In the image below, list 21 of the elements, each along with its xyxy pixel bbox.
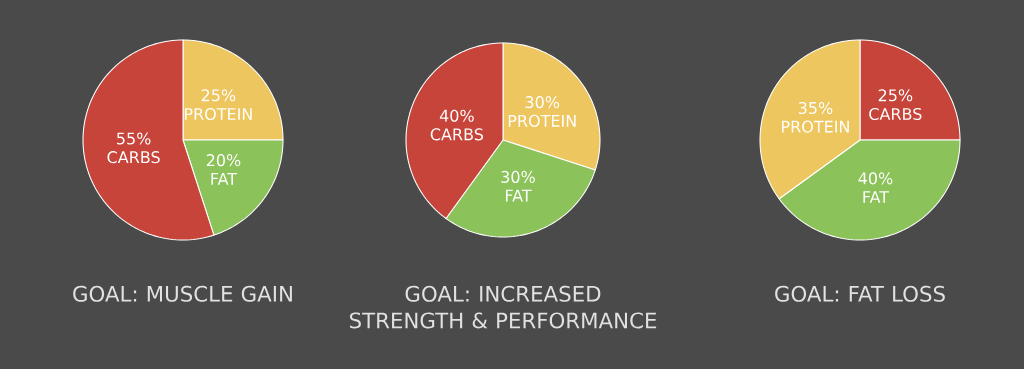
text: GOAL: INCREASED STRENGTH & PERFORMANCE [349,285,657,329]
slice-label: FAT [211,172,238,185]
data-label: 55% [117,132,151,145]
data-label: 25% [201,89,236,102]
slice-label: PROTEIN [782,120,849,133]
slice-label: PROTEIN [184,107,252,121]
text: GOAL: MUSCLE GAIN [73,285,292,302]
data-label: 35% [798,101,833,115]
slice-label: CARBS [107,151,160,164]
slice-label: CARBS [869,107,922,121]
slice-label: PROTEIN [508,114,576,127]
data-label: 40% [858,172,893,185]
data-label: 30% [501,170,535,183]
slice-label: CARBS [430,128,484,141]
data-label: 25% [878,89,913,102]
data-label: 40% [439,109,474,122]
data-label: 20% [206,154,241,167]
data-label: 30% [525,96,560,109]
text: GOAL: FAT LOSS [775,285,945,302]
slice-label: FAT [863,191,890,203]
slice-label: FAT [505,189,532,202]
